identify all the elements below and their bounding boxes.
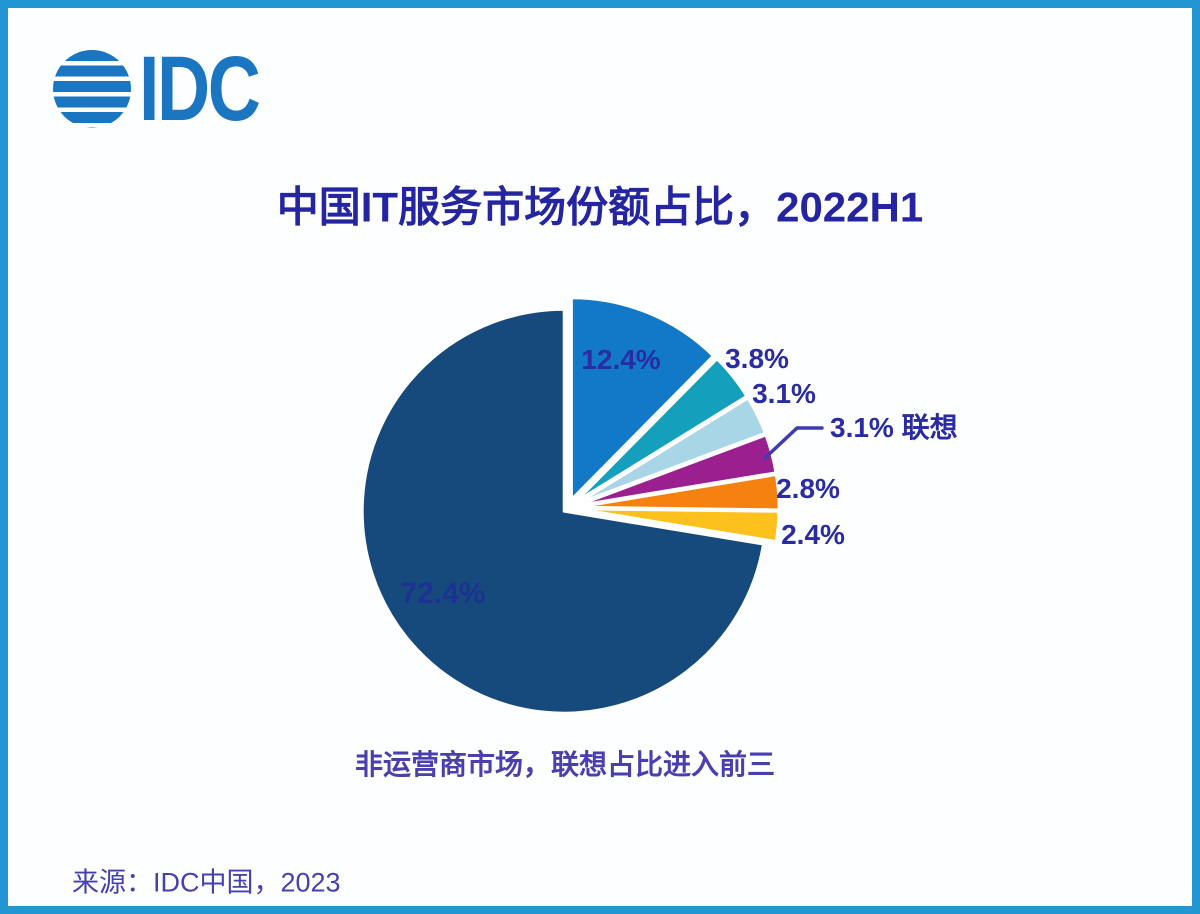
pie-slice-7 [360,307,765,715]
slice-label-3-1: 3.1% [752,378,816,409]
chart-title: 中国IT服务市场份额占比，2022H1 [276,183,924,231]
slice-label-3-8: 3.8% [725,343,789,374]
slice-label-12-4: 12.4% [581,344,661,375]
idc-logo-text: IDC [139,38,261,140]
pie-chart [360,296,824,715]
idc-logo: IDC [53,38,288,140]
idc-globe-icon [53,50,131,128]
source-note: 来源：IDC中国，2023 [72,867,341,898]
pie-slice-1 [569,296,715,502]
slice-label-72-4: 72.4% [400,577,486,610]
slice-label-2-4: 2.4% [781,519,845,550]
chart-caption: 非运营商市场，联想占比进入前三 [354,749,776,780]
slice-label-lenovo: 3.1% 联想 [830,412,958,443]
slice-label-2-8: 2.8% [776,473,840,504]
callout-leader-line [763,426,824,460]
pie-slice-6 [575,507,781,544]
pie-slice-2 [573,357,749,504]
pie-slice-3 [574,396,767,506]
